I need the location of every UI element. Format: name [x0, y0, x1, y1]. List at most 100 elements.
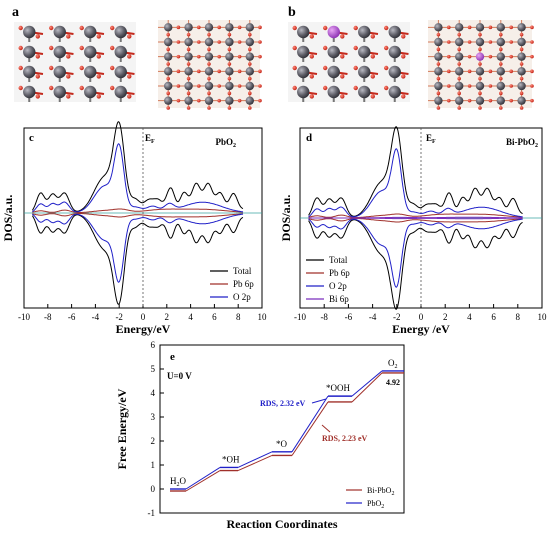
lead-atom: [164, 81, 173, 91]
xlabel-d: Energy /eV: [392, 322, 450, 336]
oxygen-atom: [207, 106, 211, 110]
lead-atom: [204, 37, 214, 47]
oxygen-atom: [509, 25, 513, 30]
oxygen-atom: [207, 76, 211, 81]
oxygen-atom: [186, 47, 191, 52]
lead-atom: [297, 25, 310, 39]
x-tick-label: -8: [44, 312, 52, 322]
oxygen-atom: [248, 76, 252, 81]
bi-pbo2-structure-top-view: [428, 20, 534, 110]
oxygen-atom: [18, 85, 23, 91]
step-label: *O: [276, 439, 288, 449]
oxygen-atom: [176, 84, 181, 88]
x-tick-label: -4: [92, 312, 100, 322]
lead-atom: [475, 81, 485, 91]
oxygen-atom: [309, 34, 314, 39]
step-label: *OOH: [326, 383, 350, 393]
oxygen-atom: [166, 106, 170, 110]
lead-atom: [496, 96, 505, 105]
oxygen-atom: [370, 94, 375, 99]
oxygen-atom: [96, 34, 101, 39]
step-label: O2: [388, 358, 398, 370]
lead-atom: [245, 52, 254, 61]
y-tick-label: 6: [151, 340, 156, 350]
lead-atom: [496, 52, 505, 61]
lead-atom: [517, 23, 526, 32]
lead-atom: [184, 52, 193, 61]
dos-chart-pbo2: c PbO2 EF DOS/a.u. Energy/eV -10 -8 -6 -4 -2…: [1, 121, 268, 336]
oxygen-atom: [467, 84, 472, 88]
condition-label: U=0 V: [167, 371, 192, 381]
oxygen-atom: [447, 25, 451, 30]
oxygen-atom: [79, 85, 84, 91]
oxygen-atom: [248, 106, 252, 110]
lead-atom: [225, 96, 234, 105]
oxygen-atom: [66, 94, 71, 99]
oxygen-atom: [258, 40, 262, 44]
lead-atom: [204, 52, 214, 61]
x-tick-label: 4: [188, 312, 193, 322]
rds-annotation-pbo2: RDS, 2.32 eV: [260, 399, 306, 408]
oxygen-atom: [49, 45, 54, 51]
o2p-dos-up-curve: [308, 148, 523, 218]
lead-atom: [475, 23, 485, 32]
oxygen-atom: [401, 74, 406, 79]
oxygen-atom: [186, 32, 191, 37]
oxygen-atom: [457, 32, 462, 37]
oxygen-atom: [530, 84, 534, 88]
transition-line: [185, 470, 221, 492]
lead-atom: [517, 81, 526, 91]
lead-atom: [204, 23, 214, 32]
xlabel-e: Reaction Coordinates: [227, 517, 338, 531]
pbo2-structure-top-view: [158, 20, 262, 110]
oxygen-atom: [227, 62, 232, 66]
oxygen-atom: [258, 98, 262, 103]
xlabel-c: Energy/eV: [116, 322, 171, 336]
lead-atom: [204, 67, 214, 76]
lead-atom: [84, 45, 97, 59]
x-tick-label: -10: [294, 312, 306, 322]
x-tick-label: 10: [258, 312, 268, 322]
oxygen-atom: [488, 40, 493, 44]
step-label: H2O: [170, 476, 187, 488]
x-tick-label: -2: [115, 312, 123, 322]
x-tick-label: 8: [516, 312, 521, 322]
y-tick-label: 5: [151, 364, 156, 374]
oxygen-atom: [530, 98, 534, 103]
pb6p-dos-up-curve: [308, 213, 523, 218]
lead-atom: [114, 25, 127, 39]
oxygen-atom: [519, 32, 524, 37]
x-tick-label: -4: [369, 312, 377, 322]
oxygen-atom: [186, 91, 191, 96]
lead-atom: [455, 52, 464, 61]
free-energy-chart: e U=0 V Free Energy/eV Reaction Coordina…: [115, 340, 405, 531]
oxygen-atom: [519, 47, 524, 52]
legend-c: Total Pb 6p O 2p: [210, 266, 254, 302]
lead-atom: [455, 96, 464, 105]
oxygen-atom: [217, 40, 221, 44]
panel-c-letter: c: [29, 132, 34, 144]
lead-atom: [53, 25, 66, 39]
lead-atom: [184, 96, 193, 105]
panel-a-letter: a: [12, 5, 19, 20]
oxygen-atom: [509, 84, 513, 88]
lead-atom: [327, 45, 340, 59]
pb6p-dos-up-curve: [32, 208, 244, 213]
y-tick-label: 0: [151, 484, 156, 494]
bismuth-atom: [327, 25, 340, 39]
lead-atom: [84, 85, 97, 99]
x-tick-label: 6: [491, 312, 496, 322]
oxygen-atom: [258, 25, 262, 30]
lead-atom: [388, 45, 401, 59]
lead-atom: [297, 45, 310, 59]
oxygen-atom: [197, 25, 201, 30]
legend-label: Total: [233, 266, 252, 276]
lead-atom: [184, 81, 193, 91]
lead-atom: [204, 96, 214, 105]
oxygen-atom: [217, 69, 221, 74]
oxygen-atom: [217, 98, 221, 103]
oxygen-atom: [488, 69, 493, 74]
lead-atom: [475, 67, 485, 76]
oxygen-atom: [340, 74, 345, 79]
oxygen-atom: [186, 106, 191, 110]
